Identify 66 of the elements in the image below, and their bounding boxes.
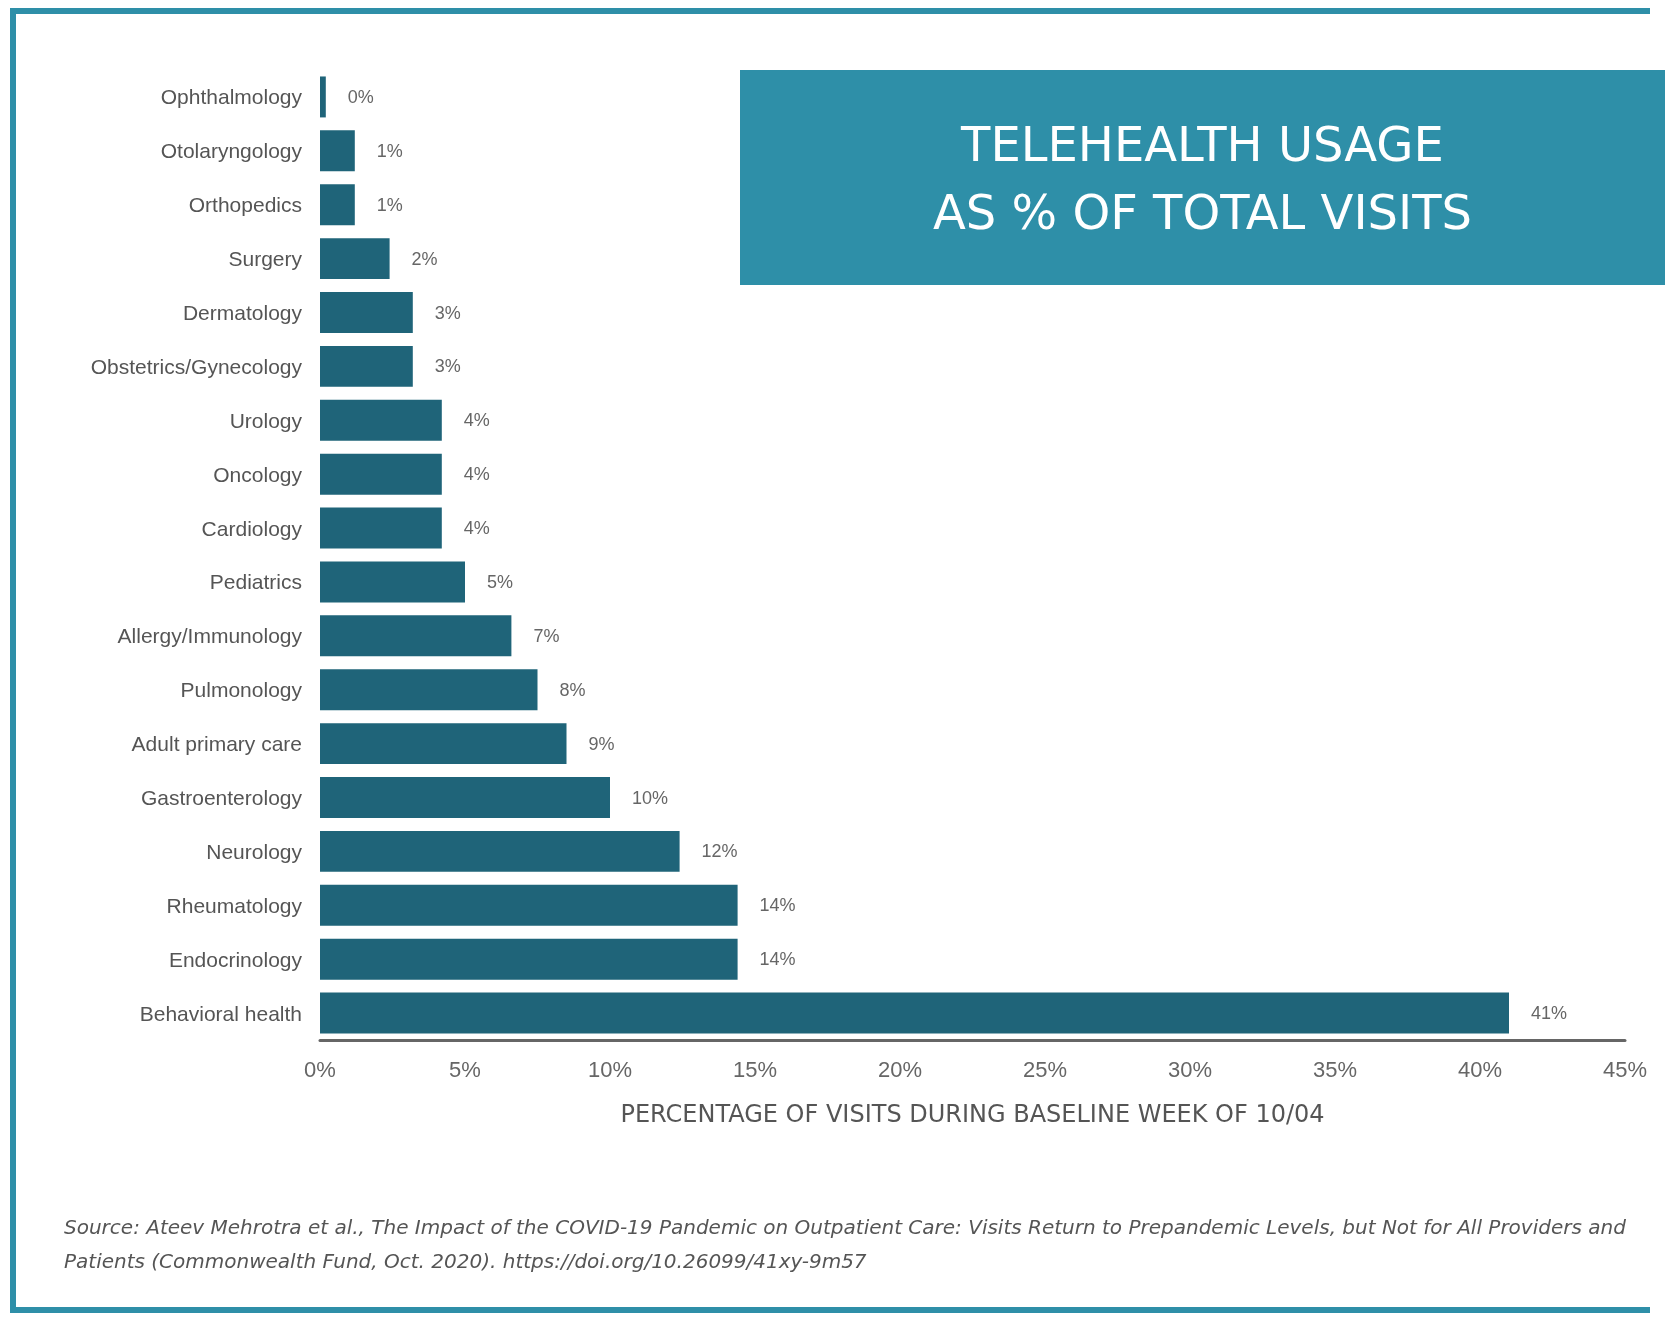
bar — [320, 884, 738, 926]
x-tick-label: 35% — [1312, 1056, 1358, 1082]
y-tick-label: Behavioral health — [139, 1001, 302, 1025]
data-label: 12% — [701, 841, 738, 862]
x-axis-title: PERCENTAGE OF VISITS DURING BASELINE WEEK OF 10/04 — [620, 1100, 1325, 1128]
data-label: 0% — [347, 86, 374, 107]
y-tick-label: Gastroenterology — [140, 786, 303, 809]
data-label: 41% — [1531, 1003, 1568, 1024]
y-tick-label: Pulmonology — [180, 678, 303, 702]
y-tick-label: Urology — [229, 408, 303, 432]
y-tick-label: Otolaryngology — [160, 139, 303, 163]
x-tick-label: 20% — [877, 1056, 923, 1082]
y-tick-label: Cardiology — [201, 516, 303, 540]
data-label: 4% — [463, 464, 490, 485]
bar — [320, 830, 680, 872]
x-tick-label: 5% — [449, 1056, 481, 1082]
data-label: 4% — [463, 410, 490, 431]
x-tick-label: 30% — [1167, 1056, 1213, 1082]
y-tick-label: Neurology — [206, 839, 303, 863]
data-label: 14% — [759, 949, 796, 970]
source-note: Source: Ateev Mehrotra et al., The Impact of the COVID-19 Pandemic on Outpatient Care: Visits Return to Prepandemic Levels, but Not for All Providers and Patients (Commonwealth Fund, Oct. 2020). https://doi.org/10.26099/41xy-9m57 — [64, 1214, 1627, 1275]
bar — [320, 992, 1509, 1034]
bar — [320, 669, 538, 711]
y-tick-label: Ophthalmology — [160, 85, 303, 109]
bar — [320, 561, 465, 603]
y-tick-label: Adult primary care — [131, 732, 302, 756]
x-tick-label: 25% — [1022, 1056, 1068, 1082]
data-label: 4% — [463, 518, 490, 539]
y-tick-label: Dermatology — [182, 301, 303, 324]
y-tick-label: Obstetrics/Gynecology — [90, 354, 303, 378]
data-label: 7% — [533, 625, 560, 646]
x-tick-label: 15% — [732, 1056, 778, 1082]
bar — [320, 723, 567, 765]
bar — [320, 238, 390, 280]
x-tick-label: 45% — [1602, 1056, 1648, 1082]
y-tick-label: Allergy/Immunology — [117, 624, 303, 648]
x-tick-label: 10% — [587, 1056, 633, 1082]
bar — [320, 777, 610, 818]
y-tick-label: Endocrinology — [168, 947, 303, 971]
y-tick-label: Rheumatology — [166, 893, 303, 917]
bar — [320, 292, 413, 333]
bar — [320, 345, 413, 387]
x-tick-label: 40% — [1457, 1056, 1503, 1082]
data-label: 9% — [588, 733, 615, 754]
data-label: 3% — [434, 302, 461, 323]
bar — [320, 453, 442, 495]
bar — [320, 507, 442, 549]
y-tick-label: Pediatrics — [209, 570, 302, 594]
bar — [320, 130, 355, 172]
bar — [320, 76, 326, 118]
bar — [320, 184, 355, 226]
bar — [320, 615, 512, 657]
data-label: 1% — [376, 140, 403, 161]
data-label: 5% — [487, 571, 514, 592]
bar — [320, 399, 442, 441]
data-label: 14% — [759, 895, 796, 916]
data-label: 10% — [632, 787, 669, 808]
data-label: 3% — [434, 356, 461, 377]
y-tick-label: Orthopedics — [188, 193, 302, 217]
data-label: 8% — [559, 679, 586, 700]
y-tick-label: Surgery — [228, 247, 303, 271]
bar — [320, 938, 738, 980]
x-tick-label: 0% — [304, 1056, 336, 1082]
y-tick-label: Oncology — [213, 462, 303, 486]
data-label: 1% — [376, 194, 403, 215]
data-label: 2% — [411, 248, 438, 269]
